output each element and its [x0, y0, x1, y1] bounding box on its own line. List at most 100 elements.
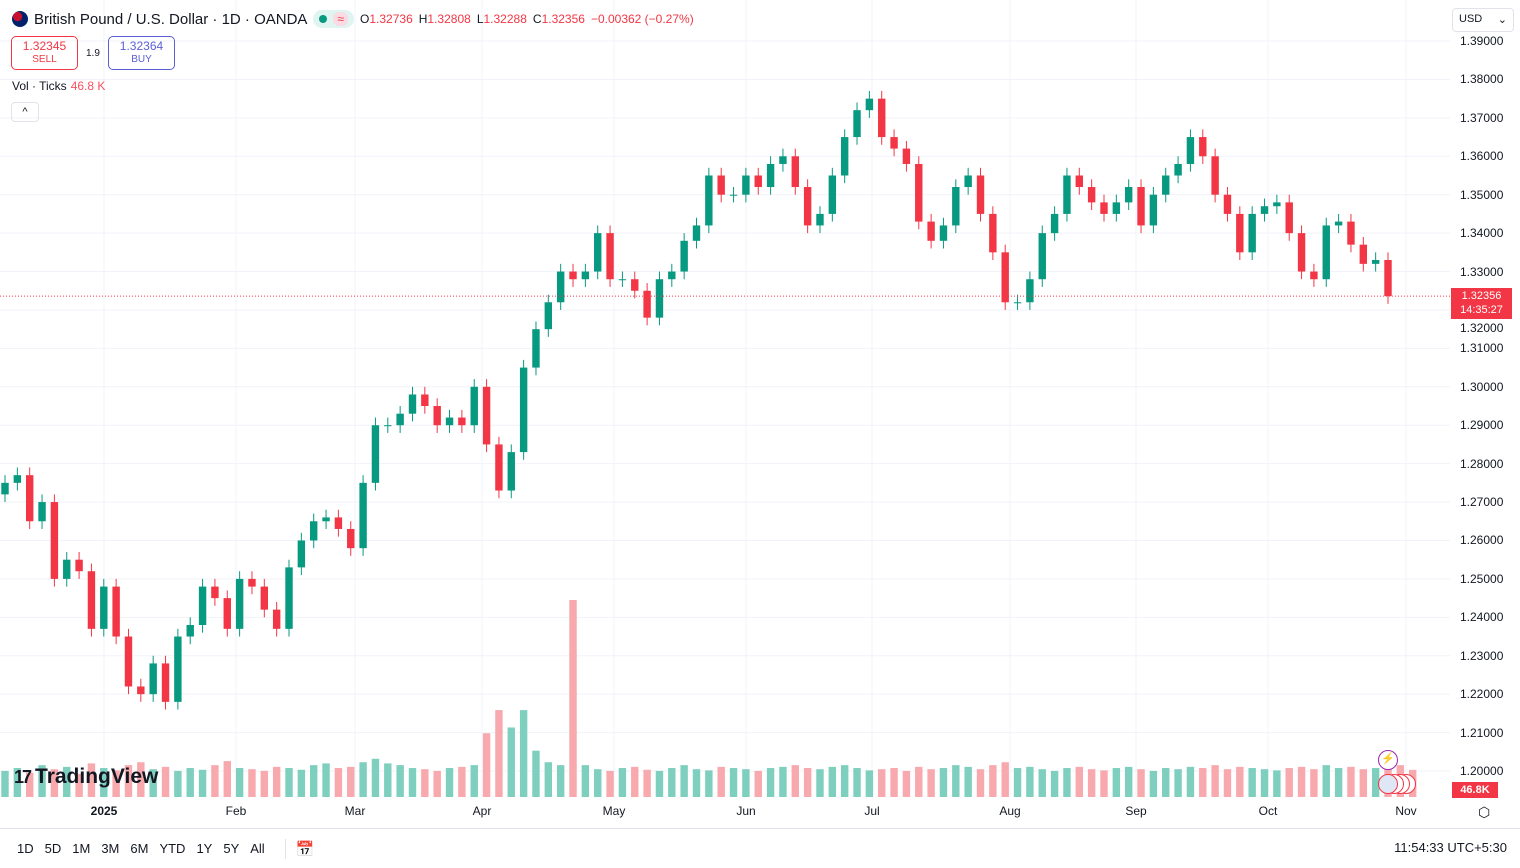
- candle-body: [63, 559, 71, 579]
- change-value: −0.00362 (−0.27%): [590, 12, 694, 26]
- candle-body: [581, 271, 590, 280]
- candle-body: [915, 163, 923, 222]
- sell-button[interactable]: 1.32345 SELL: [11, 36, 78, 70]
- volume-bar: [1087, 769, 1096, 797]
- volume-bar: [1137, 769, 1145, 797]
- candle-body: [1371, 260, 1380, 264]
- volume-bar: [754, 770, 762, 797]
- candle-body: [1248, 213, 1256, 253]
- buy-button[interactable]: 1.32364 BUY: [108, 36, 175, 70]
- timeframe-6m[interactable]: 6M: [130, 841, 149, 856]
- candle-body: [766, 163, 775, 188]
- candle-body: [507, 452, 515, 491]
- timeframe-5d[interactable]: 5D: [44, 841, 62, 856]
- volume-bar: [606, 770, 614, 797]
- volume-bar: [779, 766, 787, 797]
- calendar-icon[interactable]: 📅: [295, 840, 315, 858]
- volume-bar: [655, 770, 664, 797]
- candle-body: [87, 571, 96, 629]
- volume-bar: [75, 773, 83, 797]
- volume-bar: [1075, 766, 1083, 797]
- volume-bar: [1285, 768, 1293, 797]
- candle-body: [927, 221, 935, 241]
- volume-bar: [519, 710, 528, 797]
- price-scale[interactable]: 1.39000 1.38000 1.37000 1.36000 1.35000 1.340…: [1450, 0, 1520, 828]
- volume-bar: [507, 727, 515, 797]
- tradingview-logo[interactable]: 17 TradingView: [14, 765, 159, 788]
- timeframe-3m[interactable]: 3M: [101, 841, 120, 856]
- price-tick: 1.20000: [1460, 764, 1504, 778]
- volume-bar: [989, 765, 997, 797]
- candle-body: [297, 540, 306, 568]
- candle-body: [1186, 137, 1195, 164]
- candle-body: [952, 187, 960, 226]
- volume-bar: [458, 766, 466, 797]
- collapse-legend-button[interactable]: ^: [11, 102, 39, 122]
- price-tick: 1.33000: [1460, 264, 1504, 279]
- lightning-icon[interactable]: ⚡: [1378, 750, 1398, 770]
- timeframe-1y[interactable]: 1Y: [196, 841, 213, 856]
- candle-body: [964, 175, 972, 188]
- volume-bar: [581, 765, 590, 797]
- timeframe-1m[interactable]: 1M: [72, 841, 91, 856]
- volume-bar: [310, 765, 318, 797]
- volume-bar: [359, 762, 367, 797]
- candle-body: [1026, 279, 1034, 303]
- currency-select[interactable]: USD ⌄: [1452, 8, 1514, 32]
- candle-body: [779, 156, 787, 164]
- clock[interactable]: 11:54:33 UTC+5:30: [1394, 840, 1507, 855]
- timeframe-1d[interactable]: 1D: [17, 841, 34, 856]
- settings-icon[interactable]: ⬡: [1478, 804, 1491, 820]
- candle-body: [1384, 260, 1392, 297]
- candle-body: [754, 175, 762, 188]
- volume-bar: [495, 710, 503, 797]
- candle-body: [989, 213, 997, 253]
- volume-bar: [1260, 769, 1269, 797]
- symbol-title[interactable]: British Pound / U.S. Dollar · 1D · OANDA: [34, 10, 308, 28]
- candle-body: [631, 279, 639, 291]
- volume-bar: [1038, 769, 1046, 797]
- candle-body: [495, 444, 503, 491]
- candle-body: [260, 586, 269, 610]
- candle-body: [223, 598, 231, 629]
- volume-bar: [915, 766, 923, 797]
- candle-body: [717, 175, 725, 195]
- candle-body: [1297, 233, 1306, 272]
- time-tick: Jul: [864, 804, 880, 818]
- time-tick: May: [602, 804, 626, 818]
- candle-body: [1334, 221, 1343, 226]
- market-open-icon: [319, 15, 328, 23]
- candle-body: [742, 175, 750, 195]
- candle-body: [532, 329, 540, 368]
- volume-bar: [285, 768, 293, 797]
- timeframe-5y[interactable]: 5Y: [223, 841, 240, 856]
- time-tick: Nov: [1395, 804, 1417, 818]
- volume-legend: Vol · Ticks 46.8 K: [12, 79, 106, 93]
- candle-body: [482, 386, 491, 445]
- open-value: O1.32736: [360, 12, 413, 26]
- volume-bar: [124, 765, 133, 797]
- volume-bar: [1199, 768, 1207, 797]
- volume-bar: [1050, 770, 1059, 797]
- candle-body: [1137, 187, 1145, 226]
- timeframe-ytd[interactable]: YTD: [159, 841, 186, 856]
- time-tick: 2025: [90, 804, 118, 818]
- volume-bar: [1013, 768, 1022, 797]
- price-chart[interactable]: [0, 0, 1450, 800]
- market-status[interactable]: ≈: [313, 10, 355, 28]
- price-tick: 1.30000: [1460, 379, 1504, 394]
- timeframe-all[interactable]: All: [250, 841, 265, 856]
- economic-events-icon[interactable]: [1378, 774, 1418, 794]
- volume-bar: [544, 762, 553, 797]
- volume-bar: [235, 768, 244, 797]
- candle-body: [100, 586, 108, 629]
- candle-body: [803, 187, 812, 226]
- volume-bar: [186, 768, 194, 797]
- volume-bar: [334, 768, 343, 797]
- candle-body: [976, 175, 985, 214]
- volume-value: 46.8 K: [70, 79, 106, 93]
- volume-bar: [1149, 770, 1158, 797]
- volume-bar: [161, 766, 170, 797]
- volume-bar: [692, 769, 701, 797]
- volume-bar: [594, 769, 602, 797]
